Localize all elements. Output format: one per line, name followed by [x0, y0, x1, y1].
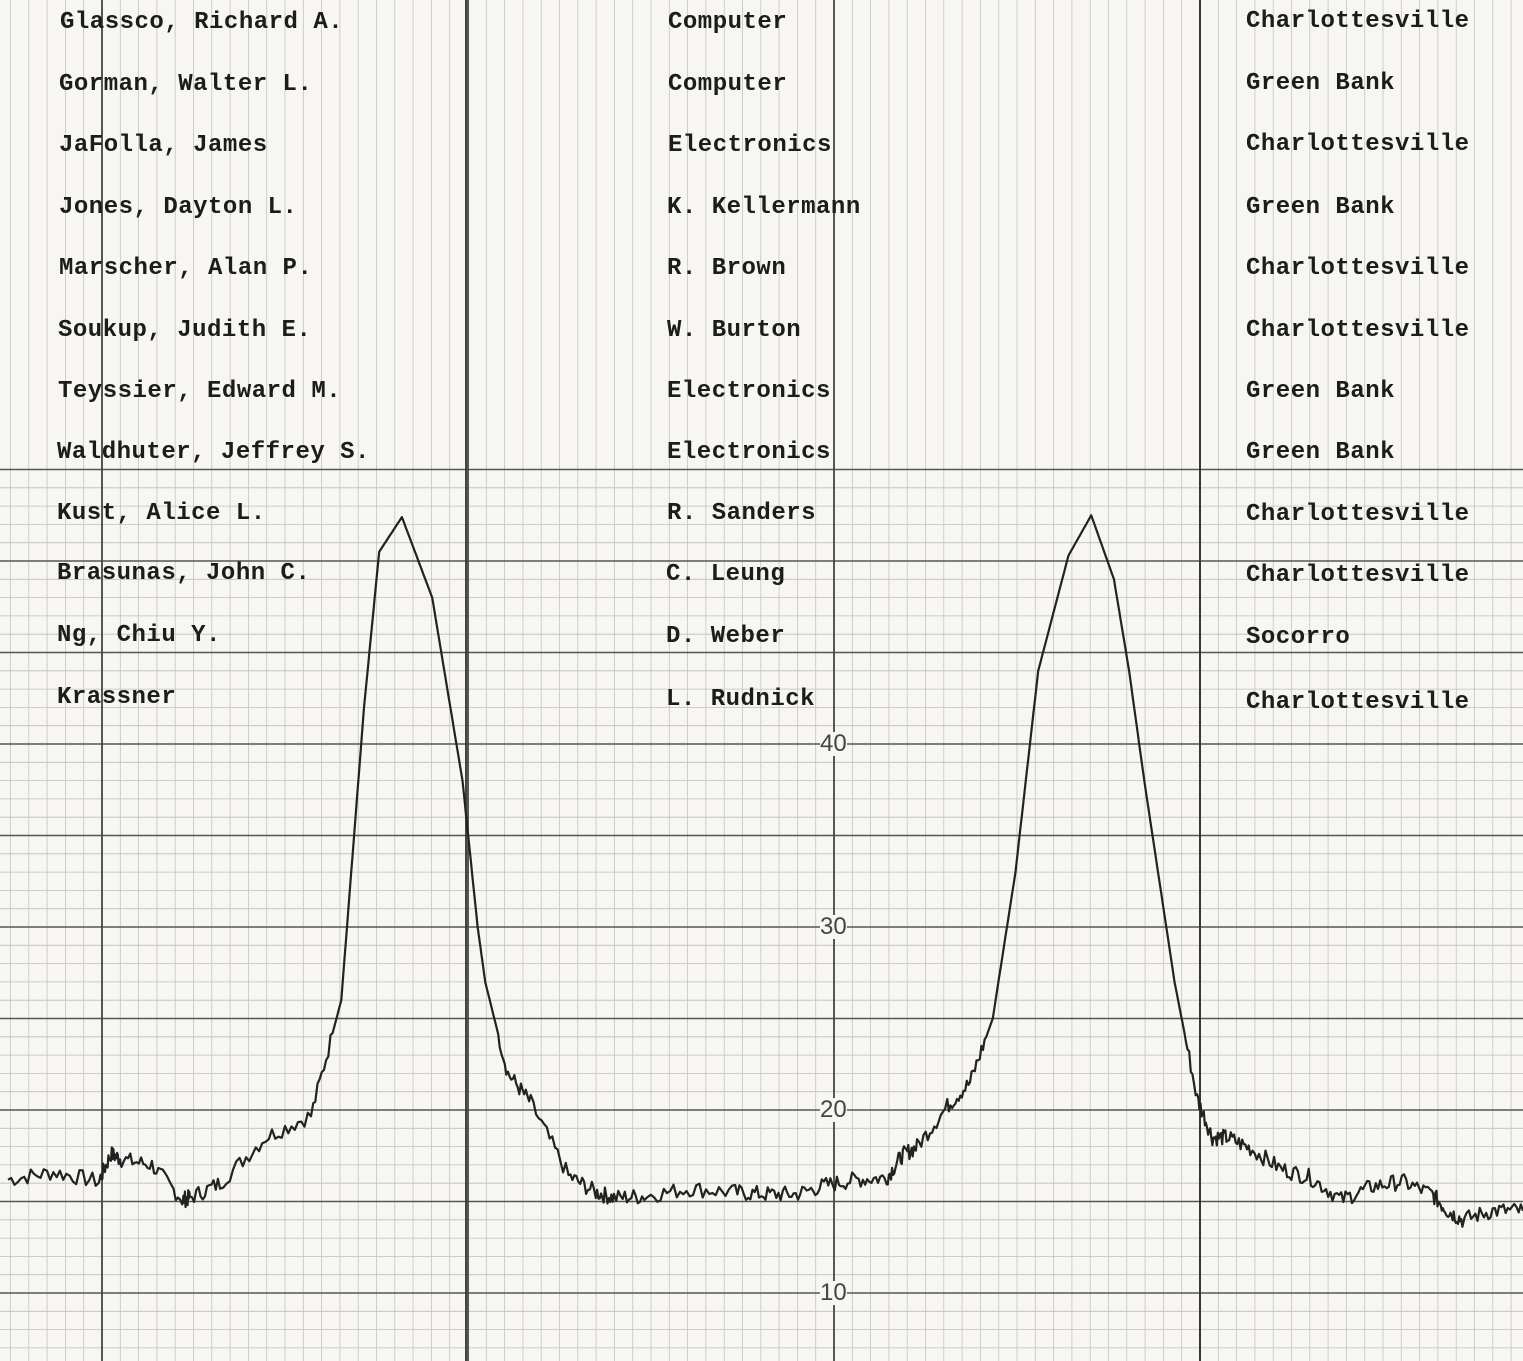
signal-trace-line	[7, 514, 1523, 1228]
y-tick-label: 10	[820, 1279, 847, 1306]
y-tick-label: 40	[820, 730, 847, 757]
y-tick-label: 30	[820, 913, 847, 940]
y-tick-label: 20	[820, 1096, 847, 1123]
signal-trace	[7, 514, 1523, 1228]
